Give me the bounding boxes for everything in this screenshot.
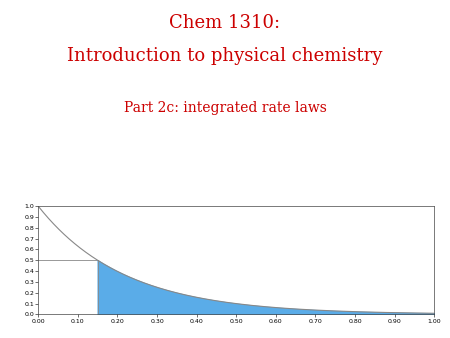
Text: Introduction to physical chemistry: Introduction to physical chemistry [68,47,382,65]
Text: Part 2c: integrated rate laws: Part 2c: integrated rate laws [124,101,326,115]
Text: Chem 1310:: Chem 1310: [170,14,280,31]
